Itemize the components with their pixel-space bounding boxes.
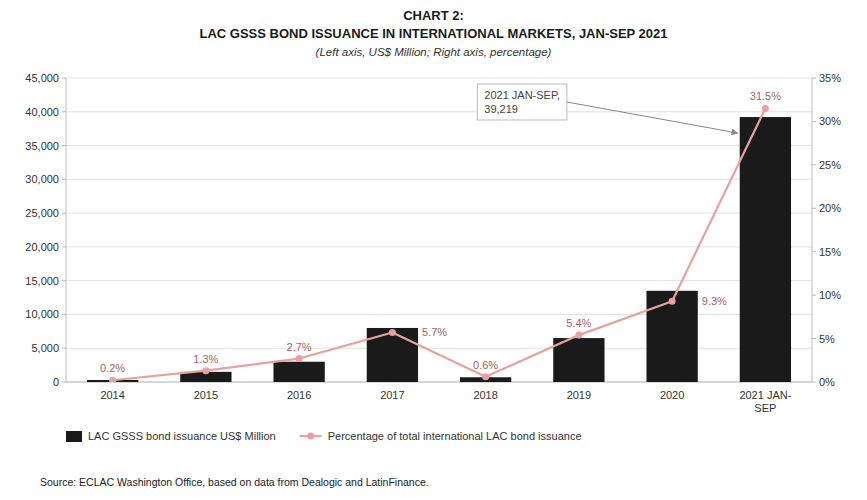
y-tick-label: 40,000 <box>25 106 59 118</box>
y-tick-label: 5,000 <box>31 342 59 354</box>
y-tick <box>62 78 66 79</box>
y2-tick-label: 25% <box>819 159 841 171</box>
grid <box>66 78 812 382</box>
annotation: 2021 JAN-SEP,39,219 <box>477 84 737 133</box>
grid-line <box>66 111 812 112</box>
y-tick <box>62 280 66 281</box>
x-tick-label: 2018 <box>473 389 497 401</box>
y2-tick-label: 20% <box>819 202 841 214</box>
y-tick-label: 10,000 <box>25 308 59 320</box>
y2-tick-label: 35% <box>819 72 841 84</box>
data-label: 9.3% <box>702 295 727 307</box>
y-tick <box>62 111 66 112</box>
x-axis <box>66 382 812 383</box>
grid-line <box>66 280 812 281</box>
x-tick-label: 2021 JAN-SEP <box>739 389 791 414</box>
bar <box>740 117 791 382</box>
data-label: 5.4% <box>566 317 591 329</box>
y2-tick-label: 5% <box>819 333 835 345</box>
line-marker <box>296 355 303 362</box>
x-tick-label: 2014 <box>100 389 124 401</box>
bar <box>273 362 324 382</box>
y2-tick-label: 30% <box>819 115 841 127</box>
line-marker <box>762 105 769 112</box>
y-axis <box>66 78 67 382</box>
y-tick-label: 25,000 <box>25 207 59 219</box>
y-tick-label: 20,000 <box>25 241 59 253</box>
annotation-text: 2021 JAN-SEP,39,219 <box>484 89 560 115</box>
grid-line <box>66 213 812 214</box>
bar <box>553 338 604 382</box>
grid-line <box>66 382 812 383</box>
bar <box>646 291 697 382</box>
bar <box>367 328 418 382</box>
y-tick <box>62 145 66 146</box>
y-tick <box>62 382 66 383</box>
annotation-box <box>477 84 567 120</box>
x-tick-label: 2016 <box>287 389 311 401</box>
y-tick <box>62 314 66 315</box>
y-tick <box>62 246 66 247</box>
y2-tick-label: 15% <box>819 246 841 258</box>
x-tick-label: 2019 <box>567 389 591 401</box>
title: CHART 2: <box>403 8 464 23</box>
y-tick-label: 35,000 <box>25 140 59 152</box>
y2-tick-label: 0% <box>819 376 835 388</box>
x-tick-label: 2017 <box>380 389 404 401</box>
grid-line <box>66 78 812 79</box>
y2-axis <box>812 78 813 382</box>
y2-tick <box>812 382 816 383</box>
y-tick-label: 45,000 <box>25 72 59 84</box>
line-marker <box>202 367 209 374</box>
legend: LAC GSSS bond issuance US$ Million Percen… <box>66 430 582 442</box>
source: Source: ECLAC Washington Office, based o… <box>40 476 429 488</box>
line-marker <box>109 377 116 382</box>
line-marker <box>482 373 489 380</box>
y2-tick <box>812 121 816 122</box>
data-label: 0.6% <box>473 359 498 371</box>
legend-label: LAC GSSS bond issuance US$ Million <box>88 430 276 442</box>
grid-line <box>66 348 812 349</box>
y-tick <box>62 213 66 214</box>
data-labels: 0.2% 1.3% 2.7% 5.7% 0.6% 5.4% 9.3% 31.5% <box>100 90 781 374</box>
y2-tick-label: 10% <box>819 289 841 301</box>
subtitle: (Left axis, US$ Million; Right axis, per… <box>316 46 552 58</box>
grid-line <box>66 246 812 247</box>
data-label: 1.3% <box>193 353 218 365</box>
y-tick <box>62 179 66 180</box>
axes: 0 5,000 10,000 15,000 20,000 25,000 30,000 35,0… <box>25 72 841 414</box>
grid-line <box>66 145 812 146</box>
legend-swatch <box>307 433 314 440</box>
data-label: 31.5% <box>750 90 781 102</box>
line-marker <box>669 298 676 305</box>
grid-line <box>66 314 812 315</box>
annotation-arrow <box>567 102 738 133</box>
y-tick-label: 0 <box>53 376 59 388</box>
x-tick-label: 2020 <box>660 389 684 401</box>
y2-tick <box>812 251 816 252</box>
chart: CHART 2: LAC GSSS BOND ISSUANCE IN INTERN… <box>0 0 867 500</box>
data-label: 5.7% <box>422 326 447 338</box>
line <box>113 108 766 380</box>
y-tick <box>62 348 66 349</box>
y2-tick <box>812 338 816 339</box>
grid-line <box>66 179 812 180</box>
y2-tick <box>812 164 816 165</box>
y2-tick <box>812 295 816 296</box>
y-tick-label: 15,000 <box>25 275 59 287</box>
title: LAC GSSS BOND ISSUANCE IN INTERNATIONAL … <box>199 26 667 41</box>
data-label: 2.7% <box>287 341 312 353</box>
line-marker <box>389 329 396 336</box>
legend-swatch <box>66 431 82 442</box>
data-label: 0.2% <box>100 362 125 374</box>
plot-area <box>87 105 791 382</box>
y2-tick <box>812 78 816 79</box>
background <box>0 0 867 500</box>
y2-tick <box>812 208 816 209</box>
line-marker <box>575 332 582 339</box>
legend-label: Percentage of total international LAC bo… <box>328 430 582 442</box>
x-tick-label: 2015 <box>194 389 218 401</box>
y-tick-label: 30,000 <box>25 173 59 185</box>
